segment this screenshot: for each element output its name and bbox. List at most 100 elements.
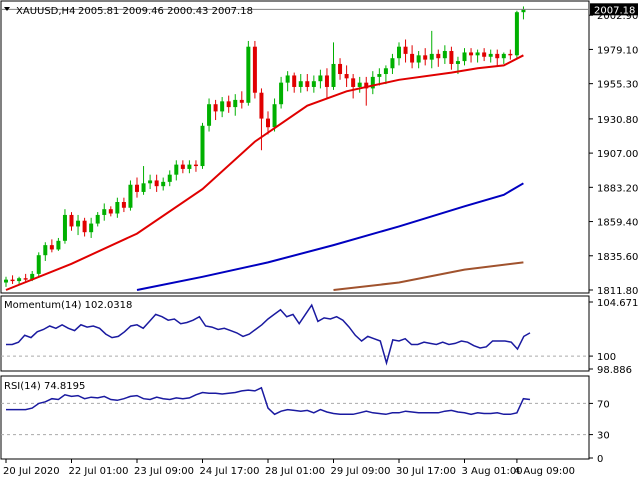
candle [239, 91, 244, 109]
candle-body [344, 74, 349, 79]
candle [121, 197, 126, 213]
price-panel-frame [0, 0, 590, 294]
candle [442, 45, 447, 64]
candle [69, 212, 74, 231]
candle-body [200, 125, 205, 167]
candle-body [43, 245, 48, 256]
candle-body [469, 52, 474, 56]
ma-red-line [5, 54, 524, 291]
candle [285, 71, 290, 92]
candle [331, 42, 336, 90]
candle [324, 68, 329, 99]
candle-body [514, 12, 519, 56]
candle-body [298, 81, 303, 87]
rsi-line [1, 386, 589, 436]
candle-body [383, 68, 388, 75]
candle [174, 160, 179, 181]
time-tick-label: 28 Jul 01:00 [265, 466, 325, 477]
candle-body [174, 164, 179, 175]
candle-body [128, 184, 133, 208]
candle [508, 49, 513, 60]
candle [475, 49, 480, 63]
candle [423, 48, 428, 66]
candle-body [76, 220, 81, 227]
momentum-tick-label: 104.671 [597, 298, 638, 309]
candle-body [161, 181, 166, 187]
candle [482, 48, 487, 62]
rsi-tick-label: 30 [597, 431, 610, 442]
candle [318, 69, 323, 89]
candle [187, 160, 192, 174]
price-tick-label: 1859.40 [597, 218, 638, 229]
candle-body [495, 53, 500, 59]
candle [266, 111, 270, 135]
candle-body [266, 118, 270, 128]
candle-body [108, 209, 113, 214]
candle [49, 239, 54, 253]
candle-body [246, 46, 251, 103]
candle [89, 217, 94, 238]
price-tick-label: 1811.80 [597, 286, 638, 297]
ma-blue-line [136, 182, 524, 291]
rsi-tick-label: 70 [597, 399, 610, 410]
candle [436, 49, 441, 67]
momentum-line [1, 303, 589, 366]
time-tick-label: 22 Jul 01:00 [69, 466, 129, 477]
price-tick-label: 1883.20 [597, 183, 638, 194]
candle-body [338, 63, 343, 75]
time-axis[interactable]: 20 Jul 2020 22 Jul 01:00 23 Jul 09:00 24 Ju… [3, 459, 575, 477]
candle-body [370, 76, 375, 89]
candle-body [102, 209, 107, 215]
candle [95, 212, 100, 227]
candle [514, 10, 519, 59]
candle [344, 65, 349, 87]
candle-body [115, 201, 120, 214]
rsi-panel[interactable]: RSI(14) 74.8195 [0, 375, 590, 460]
time-tick-label: 30 Jul 17:00 [396, 466, 456, 477]
candle [311, 75, 316, 93]
candle-body [36, 255, 41, 274]
candle-body [193, 164, 198, 167]
time-tick-label: 24 Jul 17:00 [200, 466, 260, 477]
candle [36, 252, 41, 277]
candle [220, 97, 225, 118]
candle [246, 40, 251, 106]
candle-body [390, 58, 395, 69]
candle [128, 180, 133, 211]
candle-body [324, 75, 329, 87]
candle-body [410, 53, 415, 63]
momentum-panel[interactable]: Momentum(14) 102.0318 [0, 295, 590, 372]
candle-body [279, 82, 284, 105]
momentum-title: Momentum(14) 102.0318 [4, 300, 132, 311]
candle [495, 49, 500, 66]
ma-brown-line [333, 261, 524, 291]
time-tick-label: 29 Jul 09:00 [331, 466, 391, 477]
panel-collapse-icon[interactable] [4, 7, 10, 11]
candle-body [23, 278, 28, 280]
candle-body [226, 101, 231, 108]
candle [397, 42, 401, 66]
candle [338, 58, 343, 80]
price-tick-label: 1979.10 [597, 45, 638, 56]
price-tick-label: 1835.60 [597, 252, 638, 263]
price-axis[interactable]: 2002.90 1979.10 1955.30 1930.80 1907.00 1883.… [589, 3, 638, 297]
candle [305, 74, 310, 92]
candle-body [292, 75, 297, 87]
price-panel[interactable]: XAUUSD,H4 2005.81 2009.46 2000.43 2007.1… [0, 0, 590, 294]
candle [82, 217, 87, 237]
candle-body [377, 74, 382, 77]
candle-body [429, 53, 434, 60]
candle [148, 174, 153, 190]
candle [62, 209, 67, 244]
candle-body [508, 53, 513, 56]
candle-body [521, 9, 526, 13]
current-price-label: 2007.18 [594, 5, 635, 16]
candle-body [239, 99, 244, 103]
candle-body [30, 273, 35, 280]
candle-body [17, 278, 22, 282]
candle [364, 76, 369, 106]
candle-body [167, 174, 172, 182]
candle [469, 48, 474, 63]
candle-body [62, 214, 67, 241]
